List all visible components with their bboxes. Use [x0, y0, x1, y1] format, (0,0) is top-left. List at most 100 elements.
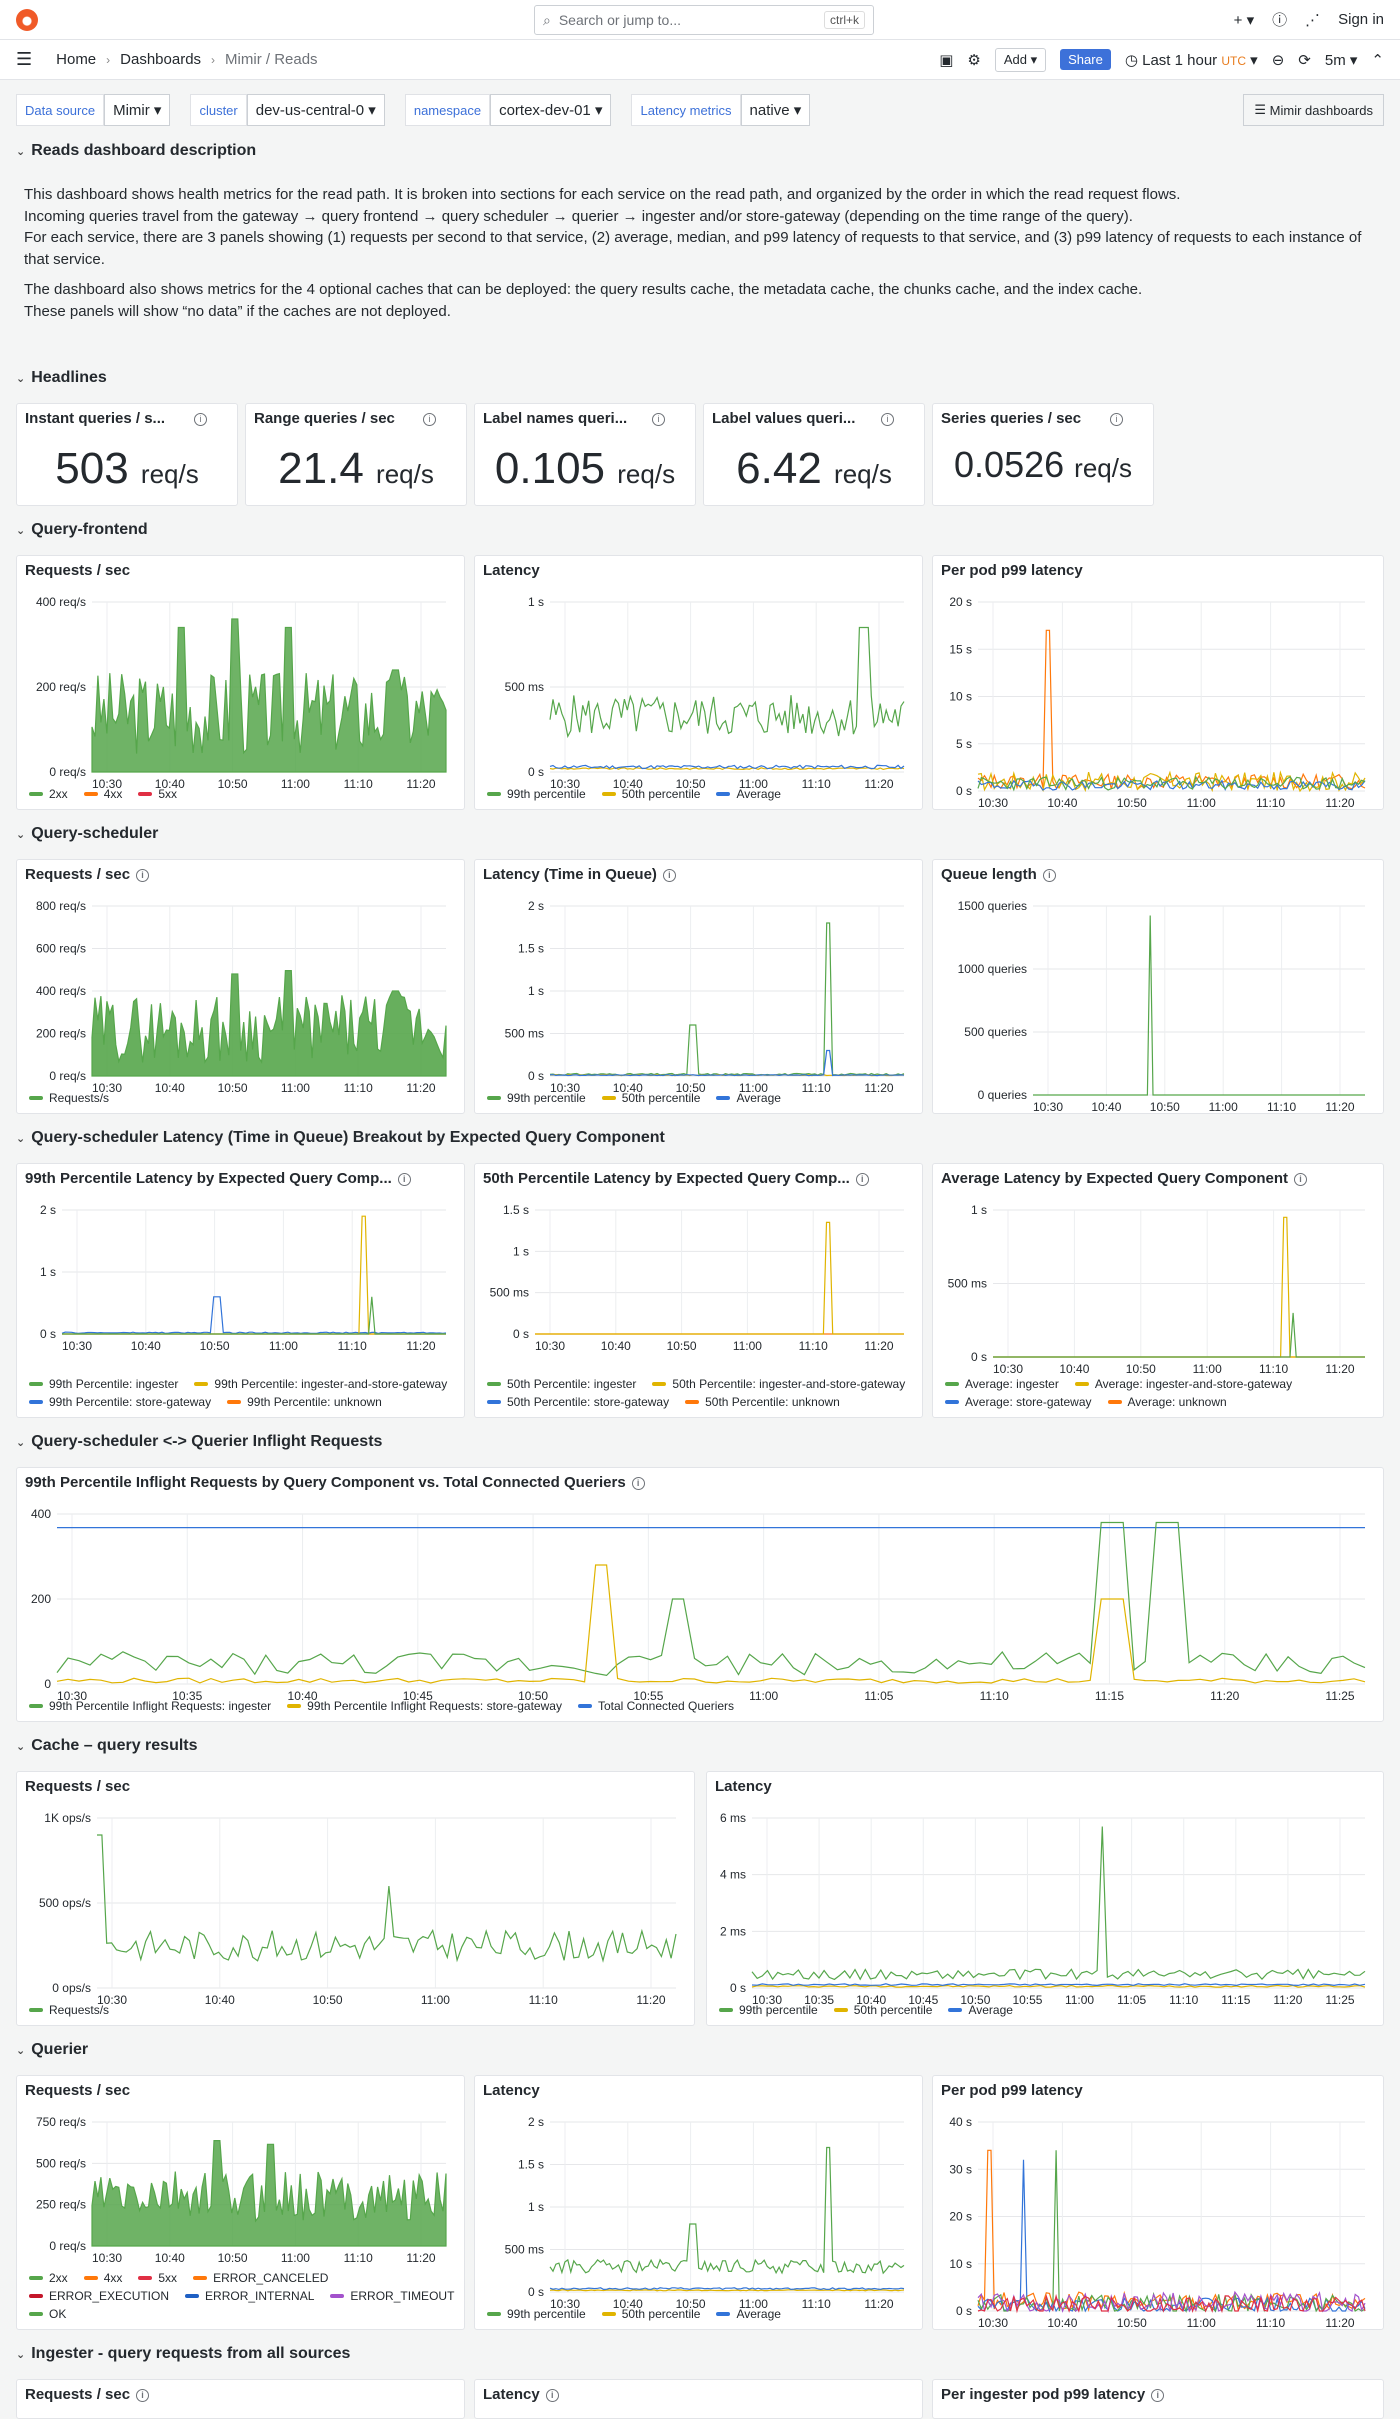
menu-icon[interactable]: ☰: [16, 49, 33, 69]
legend-item[interactable]: 2xx: [29, 2271, 68, 2285]
legend-item[interactable]: 50th percentile: [601, 2307, 700, 2321]
var-namespace-select[interactable]: cortex-dev-01 ▾: [490, 94, 612, 126]
legend-item[interactable]: 50th Percentile: ingester-and-store-gate…: [652, 1377, 905, 1391]
legend-item[interactable]: 99th percentile: [487, 1091, 586, 1105]
legend-item[interactable]: 50th percentile: [833, 2003, 932, 2017]
save-icon[interactable]: ▣: [939, 51, 954, 69]
panel-p50c[interactable]: 50th Percentile Latency by Expected Quer…: [474, 1163, 923, 1418]
panel-qf_pod[interactable]: Per pod p99 latency 20 s 15 s 10 s 5 s 0 s 10:…: [932, 555, 1384, 810]
info-icon[interactable]: i: [1042, 868, 1056, 882]
add-button[interactable]: Add ▾: [994, 47, 1047, 72]
info-icon[interactable]: i: [136, 868, 150, 882]
legend-item[interactable]: ERROR_TIMEOUT: [330, 2289, 454, 2303]
legend-item[interactable]: 50th percentile: [601, 787, 700, 801]
zoom-out-icon[interactable]: ⊖: [1271, 51, 1285, 69]
legend-item[interactable]: Average: store-gateway: [945, 1395, 1092, 1409]
legend-item[interactable]: Average: ingester-and-store-gateway: [1074, 1377, 1292, 1391]
legend-item[interactable]: 99th Percentile: unknown: [227, 1395, 382, 1409]
breadcrumb-home[interactable]: Home: [56, 51, 97, 68]
var-datasource-select[interactable]: Mimir ▾: [104, 94, 171, 126]
legend-item[interactable]: Average: [716, 1091, 781, 1105]
legend-item[interactable]: 50th Percentile: store-gateway: [487, 1395, 669, 1409]
var-cluster-select[interactable]: dev-us-central-0 ▾: [246, 94, 385, 126]
legend-item[interactable]: 4xx: [83, 787, 122, 801]
legend-item[interactable]: 2xx: [29, 787, 68, 801]
stat-panel[interactable]: Range queries / sec i 21.4 req/s: [245, 403, 467, 506]
info-icon[interactable]: i: [855, 1172, 869, 1186]
new-menu-button[interactable]: + ▾: [1233, 11, 1255, 29]
help-icon[interactable]: ⓘ: [1272, 12, 1288, 29]
share-button[interactable]: Share: [1060, 49, 1111, 70]
collapse-icon[interactable]: ⌃: [1371, 51, 1384, 69]
info-icon[interactable]: i: [631, 1476, 645, 1490]
panel-qs_rps[interactable]: Requests / sec i 800 req/s 600 req/s 400 req…: [16, 859, 465, 1114]
row-cache-query-results[interactable]: ⌄ Cache – query results: [0, 1731, 1400, 1761]
panel-q_pod[interactable]: Per pod p99 latency 40 s 30 s 20 s 10 s 0 s 10…: [932, 2075, 1384, 2330]
legend-item[interactable]: Average: [948, 2003, 1013, 2017]
row-description[interactable]: ⌄ Reads dashboard description: [0, 136, 1400, 166]
legend-item[interactable]: Average: [716, 787, 781, 801]
legend-item[interactable]: Average: [716, 2307, 781, 2321]
stat-panel[interactable]: Instant queries / s... i 503 req/s: [16, 403, 238, 506]
mimir-dashboards-button[interactable]: ☰ Mimir dashboards: [1243, 94, 1384, 126]
legend-item[interactable]: ERROR_CANCELED: [193, 2271, 328, 2285]
legend-item[interactable]: 99th Percentile Inflight Requests: inges…: [29, 1699, 271, 1713]
legend-item[interactable]: ERROR_EXECUTION: [29, 2289, 169, 2303]
refresh-interval-select[interactable]: 5m ▾: [1324, 51, 1358, 69]
legend-item[interactable]: Average: ingester: [945, 1377, 1059, 1391]
row-headlines[interactable]: ⌄ Headlines: [0, 363, 1400, 393]
info-icon[interactable]: i: [423, 413, 436, 426]
legend-item[interactable]: ERROR_INTERNAL: [185, 2289, 314, 2303]
info-icon[interactable]: i: [194, 413, 207, 426]
info-icon[interactable]: i: [1110, 413, 1123, 426]
row-query-frontend[interactable]: ⌄ Query-frontend: [0, 515, 1400, 545]
info-icon[interactable]: i: [397, 1172, 411, 1186]
panel-p99c[interactable]: 99th Percentile Latency by Expected Quer…: [16, 1163, 465, 1418]
panel-i_lat[interactable]: Latency i: [474, 2379, 923, 2419]
legend-item[interactable]: 50th Percentile: unknown: [685, 1395, 840, 1409]
legend-item[interactable]: 99th percentile: [719, 2003, 818, 2017]
info-icon[interactable]: i: [1294, 1172, 1308, 1186]
rss-icon[interactable]: ⋰: [1305, 11, 1321, 29]
panel-i_rps[interactable]: Requests / sec i: [16, 2379, 465, 2419]
legend-item[interactable]: Requests/s: [29, 2003, 109, 2017]
row-inflight[interactable]: ⌄ Query-scheduler <-> Querier Inflight Re…: [0, 1427, 1400, 1457]
row-scheduler-latency-breakout[interactable]: ⌄ Query-scheduler Latency (Time in Queue)…: [0, 1123, 1400, 1153]
panel-qf_rps[interactable]: Requests / sec 400 req/s 200 req/s 0 req/s 1…: [16, 555, 465, 810]
stat-panel[interactable]: Series queries / sec i 0.0526 req/s: [932, 403, 1154, 506]
panel-q_lat[interactable]: Latency 2 s 1.5 s 1 s 500 ms 0 s 10:30 10:40 10:…: [474, 2075, 923, 2330]
stat-panel[interactable]: Label values queri... i 6.42 req/s: [703, 403, 925, 506]
panel-c_lat[interactable]: Latency 6 ms 4 ms 2 ms 0 s 10:30 10:35 10:40 10:…: [706, 1771, 1384, 2026]
row-query-scheduler[interactable]: ⌄ Query-scheduler: [0, 819, 1400, 849]
legend-item[interactable]: OK: [29, 2307, 66, 2321]
row-ingester[interactable]: ⌄ Ingester - query requests from all sour…: [0, 2339, 1400, 2369]
legend-item[interactable]: 5xx: [138, 787, 177, 801]
stat-panel[interactable]: Label names queri... i 0.105 req/s: [474, 403, 696, 506]
panel-i_pod[interactable]: Per ingester pod p99 latency i: [932, 2379, 1384, 2419]
panel-inflight[interactable]: 99th Percentile Inflight Requests by Que…: [16, 1467, 1384, 1722]
info-icon[interactable]: i: [662, 868, 676, 882]
legend-item[interactable]: Total Connected Queriers: [577, 1699, 734, 1713]
legend-item[interactable]: 99th Percentile: ingester: [29, 1377, 178, 1391]
legend-item[interactable]: 99th Percentile: store-gateway: [29, 1395, 211, 1409]
legend-item[interactable]: Requests/s: [29, 1091, 109, 1105]
legend-item[interactable]: 99th Percentile: ingester-and-store-gate…: [194, 1377, 447, 1391]
time-range-picker[interactable]: ◷ Last 1 hour UTC ▾: [1124, 51, 1258, 69]
legend-item[interactable]: 50th percentile: [601, 1091, 700, 1105]
info-icon[interactable]: i: [881, 413, 894, 426]
legend-item[interactable]: 99th percentile: [487, 787, 586, 801]
panel-c_rps[interactable]: Requests / sec 1K ops/s 500 ops/s 0 ops/s 10…: [16, 1771, 695, 2026]
legend-item[interactable]: 99th percentile: [487, 2307, 586, 2321]
panel-qs_q[interactable]: Queue length i 1500 queries 1000 queries 500…: [932, 859, 1384, 1114]
grafana-logo-icon[interactable]: [16, 8, 38, 31]
legend-item[interactable]: 5xx: [138, 2271, 177, 2285]
panel-avgc[interactable]: Average Latency by Expected Query Compon…: [932, 1163, 1384, 1418]
legend-item[interactable]: 50th Percentile: ingester: [487, 1377, 636, 1391]
legend-item[interactable]: 99th Percentile Inflight Requests: store…: [287, 1699, 562, 1713]
refresh-icon[interactable]: ⟳: [1298, 51, 1311, 69]
info-icon[interactable]: i: [652, 413, 665, 426]
breadcrumb-dashboards[interactable]: Dashboards: [120, 51, 202, 68]
sign-in-link[interactable]: Sign in: [1338, 11, 1384, 28]
panel-q_rps[interactable]: Requests / sec 750 req/s 500 req/s 250 req/…: [16, 2075, 465, 2330]
legend-item[interactable]: Average: unknown: [1107, 1395, 1227, 1409]
